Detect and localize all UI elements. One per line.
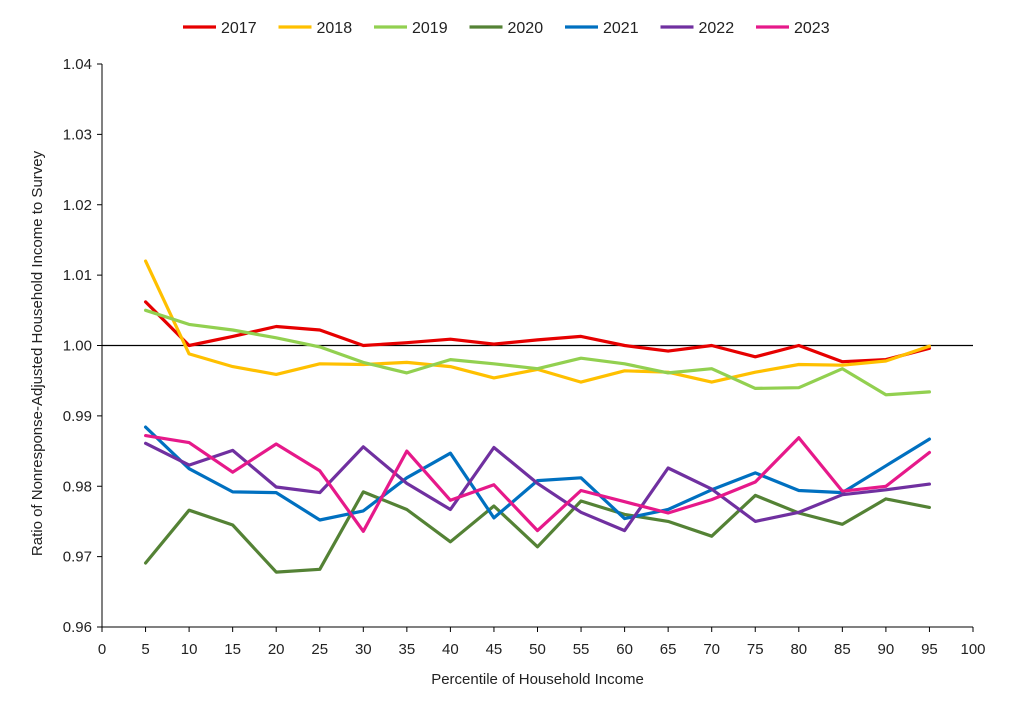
axes: 0.96 0.97 0.98 0.99 1.00 1.01 1.02 1.03 1.04 0 5 10… <box>63 56 986 658</box>
series-line-2018 <box>144 259 932 384</box>
legend-label-2019: 2019 <box>412 20 448 37</box>
x-tick-label: 5 <box>141 641 149 658</box>
legend-label-2020: 2020 <box>508 20 544 37</box>
x-tick-label: 15 <box>224 641 241 658</box>
x-axis-title: Percentile of Household Income <box>431 671 644 688</box>
x-tick-label: 10 <box>181 641 198 658</box>
series-line-2022 <box>144 441 932 533</box>
y-tick-label: 0.99 <box>63 408 92 425</box>
legend-label-2017: 2017 <box>221 20 257 37</box>
x-tick-label: 75 <box>747 641 764 658</box>
x-tick-label: 80 <box>790 641 807 658</box>
series-line-2023 <box>144 434 932 533</box>
legend: 2017 2018 2019 2020 2021 2022 2023 <box>183 20 830 37</box>
legend-label-2018: 2018 <box>317 20 353 37</box>
series-line-2021 <box>144 425 932 522</box>
y-tick-label: 0.97 <box>63 549 92 566</box>
x-tick-label: 25 <box>311 641 328 658</box>
y-tick-label: 1.03 <box>63 126 92 143</box>
x-tick-label: 35 <box>399 641 416 658</box>
legend-label-2023: 2023 <box>794 20 830 37</box>
y-tick-label: 0.96 <box>63 619 92 636</box>
series-line-2017 <box>144 300 932 364</box>
legend-label-2022: 2022 <box>699 20 735 37</box>
y-tick-label: 1.00 <box>63 338 92 355</box>
x-tick-label: 100 <box>960 641 985 658</box>
y-tick-label: 1.01 <box>63 267 92 284</box>
x-tick-label: 65 <box>660 641 677 658</box>
y-axis-title: Ratio of Nonresponse-Adjusted Household … <box>29 150 46 556</box>
x-tick-label: 30 <box>355 641 372 658</box>
x-tick-label: 70 <box>703 641 720 658</box>
x-tick-label: 55 <box>573 641 590 658</box>
x-tick-label: 20 <box>268 641 285 658</box>
x-tick-label: 60 <box>616 641 633 658</box>
x-tick-label: 45 <box>486 641 503 658</box>
series-layer <box>144 259 932 574</box>
x-tick-label: 95 <box>921 641 938 658</box>
x-tick-label: 40 <box>442 641 459 658</box>
x-tick-label: 0 <box>98 641 106 658</box>
x-tick-label: 50 <box>529 641 546 658</box>
y-tick-label: 1.04 <box>63 56 92 73</box>
x-tick-label: 90 <box>878 641 895 658</box>
x-tick-label: 85 <box>834 641 851 658</box>
legend-label-2021: 2021 <box>603 20 639 37</box>
y-tick-label: 0.98 <box>63 478 92 495</box>
series-line-2019 <box>144 308 932 397</box>
y-tick-label: 1.02 <box>63 197 92 214</box>
